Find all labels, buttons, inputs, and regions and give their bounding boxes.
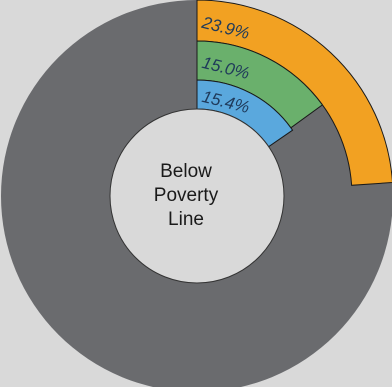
center-label: Below Poverty Line — [136, 160, 236, 232]
center-label-line-3: Line — [168, 209, 204, 230]
center-label-line-2: Poverty — [153, 185, 219, 206]
center-circle — [109, 108, 285, 284]
center-label-line-1: Below — [160, 161, 212, 182]
ring-segments — [196, 0, 392, 186]
segment-labels: 23.9%15.0%15.4% — [199, 13, 251, 117]
